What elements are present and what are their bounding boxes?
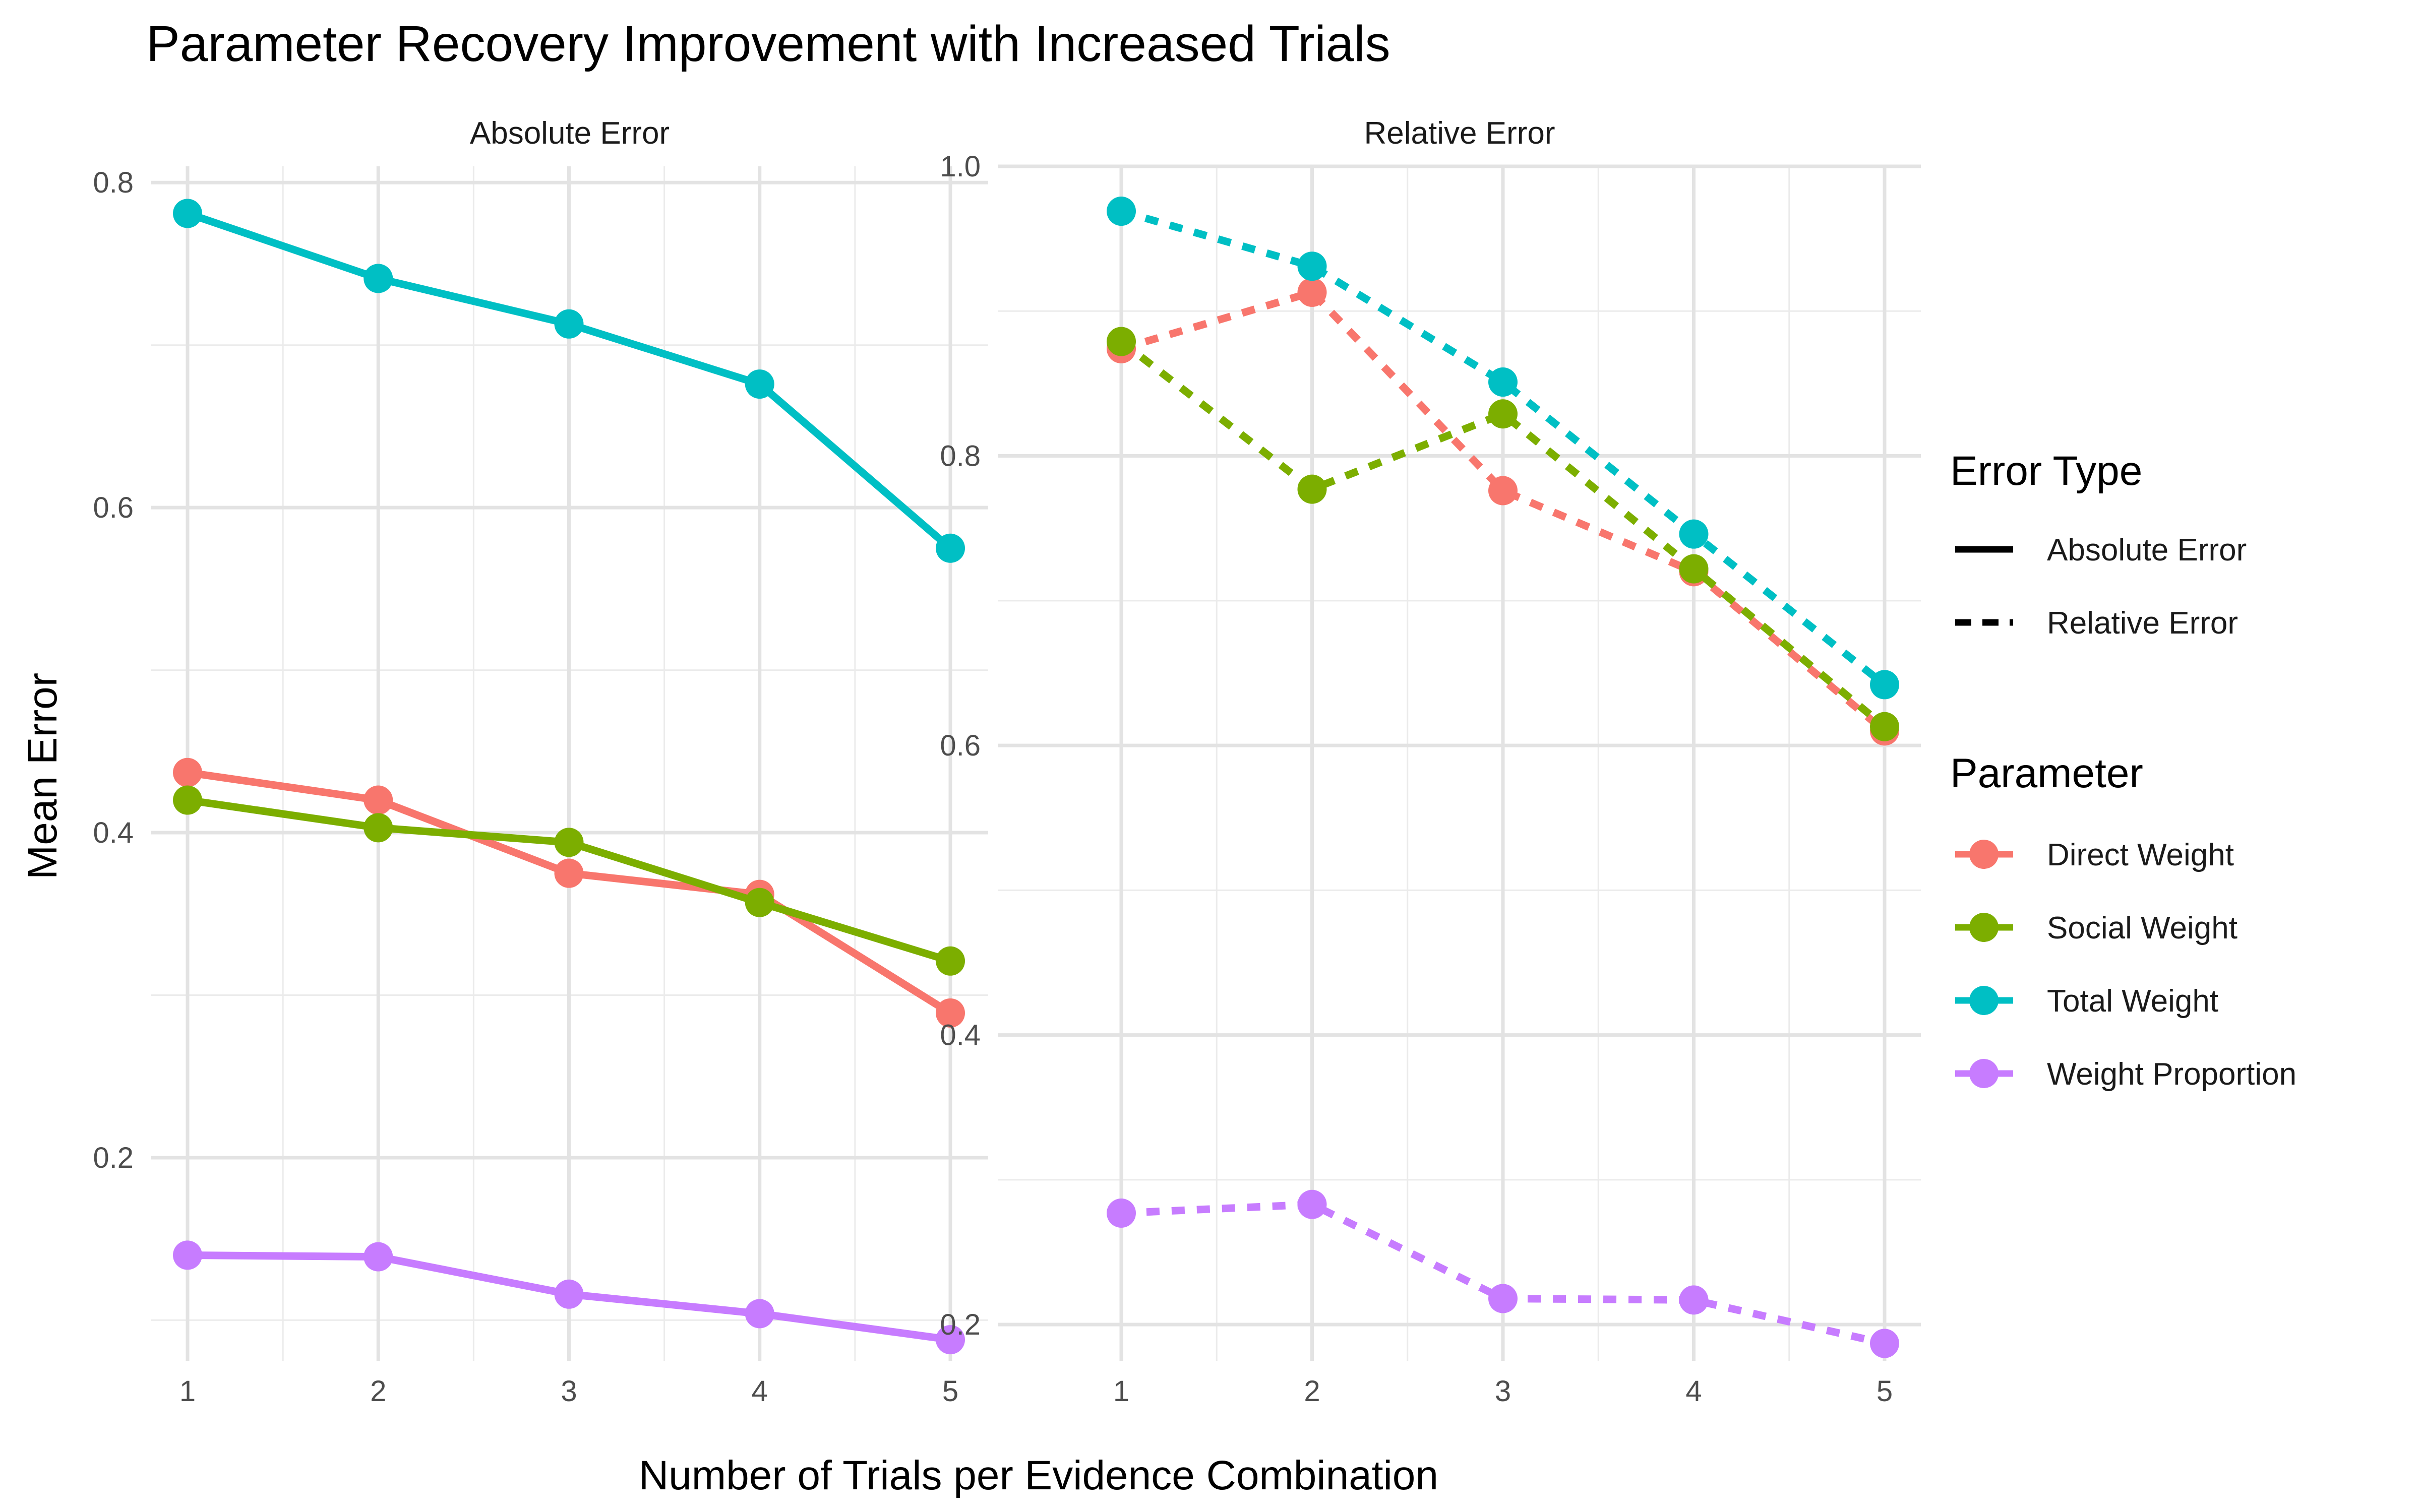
y-axis-title: Mean Error <box>20 673 66 879</box>
data-point <box>936 998 965 1028</box>
data-point <box>936 533 965 563</box>
y-tick-label: 1.0 <box>940 150 981 183</box>
data-point <box>1870 712 1899 741</box>
series-total-weight <box>173 199 965 563</box>
legend-key-point <box>1969 1059 1999 1088</box>
data-point <box>1488 399 1518 429</box>
data-point <box>173 785 202 815</box>
data-point <box>1297 277 1327 307</box>
series-weight-proportion <box>1107 1189 1899 1358</box>
data-point <box>745 888 774 917</box>
x-tick-label: 4 <box>752 1375 768 1408</box>
legend-key-point <box>1969 986 1999 1015</box>
data-point <box>1297 251 1327 281</box>
data-point <box>936 946 965 976</box>
x-tick-label: 5 <box>1877 1375 1893 1408</box>
facet-panel-1: 0.2 0.4 0.6 0.8 1 2 3 4 5 Absolute Error <box>93 116 988 1408</box>
data-point <box>1107 197 1136 226</box>
data-point <box>173 758 202 787</box>
data-point <box>1488 1284 1518 1313</box>
data-point <box>745 1299 774 1329</box>
y-tick-label: 0.2 <box>940 1308 981 1341</box>
data-point <box>1679 554 1709 584</box>
legend: Error Type Absolute Error Relative Error Pa… <box>1950 448 2296 1092</box>
data-point <box>554 1279 584 1309</box>
y-tick-label: 0.4 <box>940 1019 981 1052</box>
x-tick-label: 5 <box>942 1375 958 1408</box>
legend-title-parameter: Parameter <box>1950 750 2143 796</box>
x-tick-label: 1 <box>1113 1375 1129 1408</box>
x-tick-label: 4 <box>1685 1375 1702 1408</box>
series-social-weight <box>173 785 965 976</box>
x-axis-title: Number of Trials per Evidence Combinatio… <box>639 1453 1438 1498</box>
chart-title: Parameter Recovery Improvement with Incr… <box>146 16 1390 72</box>
legend-label: Weight Proportion <box>2047 1057 2296 1092</box>
legend-label: Direct Weight <box>2047 838 2234 872</box>
y-tick-label: 0.6 <box>940 729 981 762</box>
data-point <box>1297 474 1327 504</box>
legend-key-point <box>1969 913 1999 942</box>
x-tick-label: 1 <box>179 1375 196 1408</box>
data-point <box>1488 367 1518 397</box>
series-weight-proportion <box>173 1240 965 1355</box>
x-tick-label: 2 <box>1304 1375 1320 1408</box>
data-point <box>364 264 393 293</box>
series-total-weight <box>1107 197 1899 700</box>
data-point <box>554 858 584 888</box>
data-point <box>364 813 393 843</box>
series-line <box>1120 207 1887 688</box>
facet-strip-label: Absolute Error <box>470 116 670 151</box>
data-point <box>745 369 774 399</box>
data-point <box>1107 327 1136 356</box>
data-point <box>1679 1285 1709 1315</box>
data-point <box>1870 670 1899 700</box>
series-social-weight <box>1107 327 1899 741</box>
series-line <box>1120 288 1887 734</box>
y-tick-label: 0.4 <box>93 816 134 849</box>
data-point <box>173 1240 202 1270</box>
data-point <box>364 785 393 815</box>
legend-label: Total Weight <box>2047 984 2218 1019</box>
legend-title-error-type: Error Type <box>1950 448 2142 494</box>
series-line <box>1119 338 1887 730</box>
x-tick-label: 3 <box>1495 1375 1511 1408</box>
legend-key-point <box>1969 840 1999 869</box>
data-point <box>936 1325 965 1355</box>
data-point <box>173 199 202 228</box>
legend-label: Absolute Error <box>2047 533 2247 568</box>
y-tick-label: 0.6 <box>93 491 134 524</box>
data-point <box>1679 519 1709 549</box>
data-point <box>1870 1329 1899 1358</box>
data-point <box>554 309 584 339</box>
facet-strip-label: Relative Error <box>1364 116 1555 151</box>
x-tick-label: 2 <box>370 1375 386 1408</box>
y-tick-label: 0.8 <box>940 440 981 473</box>
facet-panel-2: 0.2 0.4 0.6 0.8 1.0 1 2 3 4 5 Relative Error <box>940 116 1921 1408</box>
y-tick-label: 0.8 <box>93 166 134 199</box>
data-point <box>364 1242 393 1272</box>
data-point <box>1488 476 1518 506</box>
legend-label: Relative Error <box>2047 606 2238 641</box>
data-point <box>554 828 584 857</box>
legend-label: Social Weight <box>2047 911 2237 946</box>
y-tick-label: 0.2 <box>93 1142 134 1174</box>
data-point <box>1107 1198 1136 1228</box>
data-point <box>1297 1189 1327 1219</box>
x-tick-label: 3 <box>561 1375 577 1408</box>
